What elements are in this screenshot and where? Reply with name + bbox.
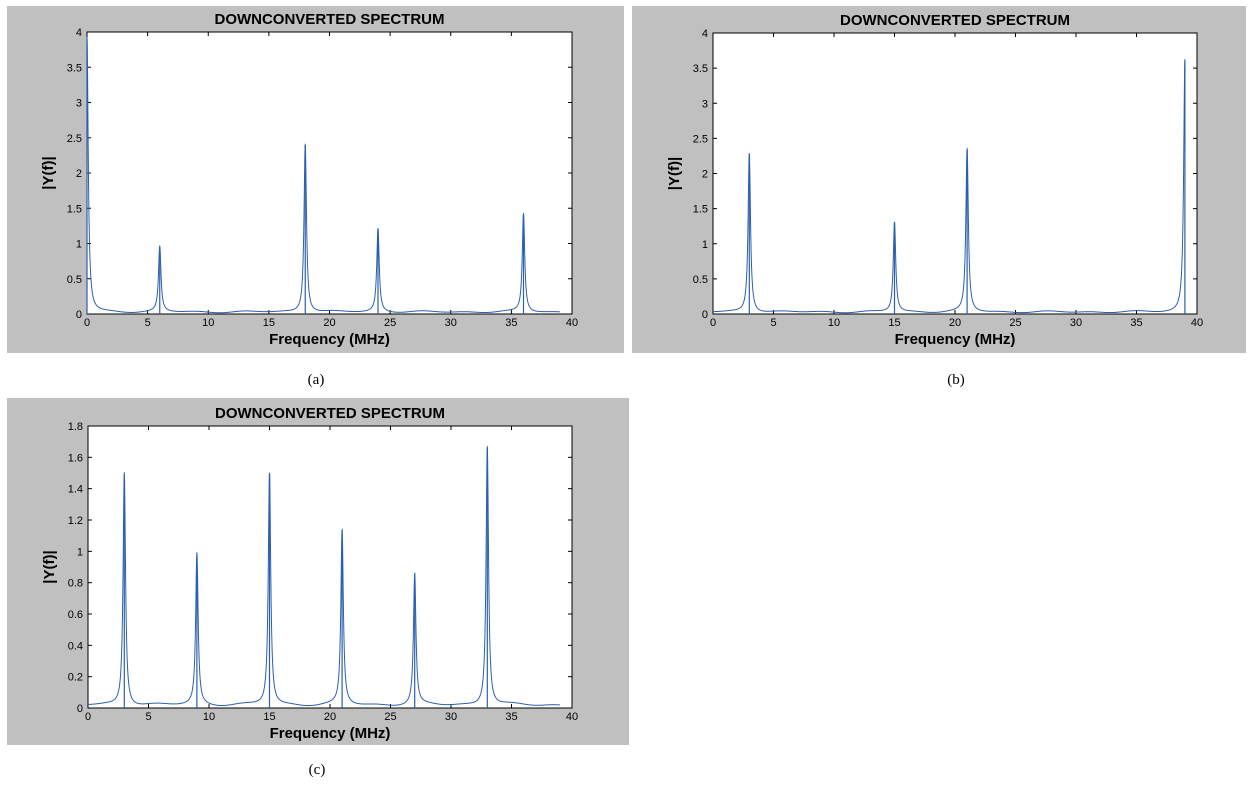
chart-title: DOWNCONVERTED SPECTRUM xyxy=(840,12,1070,29)
y-tick-label: 0 xyxy=(702,309,708,321)
y-tick-label: 3 xyxy=(76,98,82,110)
x-axis-label: Frequency (MHz) xyxy=(269,331,390,348)
x-tick-label: 25 xyxy=(384,711,396,723)
y-tick-label: 0.5 xyxy=(693,274,708,286)
plot-area xyxy=(86,31,573,315)
caption-b: (b) xyxy=(947,372,965,388)
x-tick-label: 5 xyxy=(145,317,151,329)
caption-a: (a) xyxy=(307,372,325,388)
x-tick-label: 30 xyxy=(1070,317,1082,329)
y-tick-label: 0 xyxy=(77,703,83,715)
x-tick-label: 25 xyxy=(384,317,396,329)
x-tick-label: 15 xyxy=(263,317,275,329)
y-tick-label: 2.5 xyxy=(693,133,708,145)
x-tick-label: 30 xyxy=(445,317,457,329)
y-tick-label: 1.5 xyxy=(693,204,708,216)
x-tick-label: 35 xyxy=(505,711,517,723)
y-tick-label: 3.5 xyxy=(693,63,708,75)
chart-title: DOWNCONVERTED SPECTRUM xyxy=(215,405,445,422)
x-tick-label: 10 xyxy=(828,317,840,329)
x-tick-label: 10 xyxy=(202,317,214,329)
x-tick-label: 5 xyxy=(145,711,151,723)
chart-panel-b: DOWNCONVERTED SPECTRUM 0 5 10 15 20 25 30 35 40 0 0… xyxy=(632,6,1246,353)
y-tick-label: 1.2 xyxy=(68,515,83,527)
caption-c: (c) xyxy=(308,762,326,778)
y-tick-label: 1 xyxy=(702,239,708,251)
x-tick-label: 15 xyxy=(263,711,275,723)
y-tick-label: 2 xyxy=(76,168,82,180)
y-tick-label: 1 xyxy=(77,546,83,558)
x-axis-label: Frequency (MHz) xyxy=(895,331,1016,348)
chart-a-svg: DOWNCONVERTED SPECTRUM 0 5 10 15 20 25 30 35 40 0 0… xyxy=(40,11,578,348)
y-axis-label: |Y(f)| xyxy=(40,156,57,189)
y-axis-label: |Y(f)| xyxy=(666,157,683,190)
y-tick-label: 2.5 xyxy=(67,133,82,145)
spectrum-series-line xyxy=(87,446,560,707)
chart-b-svg: DOWNCONVERTED SPECTRUM 0 5 10 15 20 25 30 35 40 0 0… xyxy=(666,12,1203,348)
chart-panel-c: DOWNCONVERTED SPECTRUM 0 5 10 15 20 25 30 35 40 0 0… xyxy=(7,398,629,745)
x-tick-label: 0 xyxy=(84,317,90,329)
x-tick-label: 25 xyxy=(1009,317,1021,329)
y-tick-label: 0.6 xyxy=(68,609,83,621)
y-tick-label: 1 xyxy=(76,239,82,251)
x-tick-label: 40 xyxy=(1191,317,1203,329)
y-tick-label: 3 xyxy=(702,98,708,110)
y-tick-label: 3.5 xyxy=(67,62,82,74)
spectrum-series-line xyxy=(713,59,1186,314)
x-tick-label: 0 xyxy=(710,317,716,329)
spectrum-series-line xyxy=(86,36,560,314)
chart-title: DOWNCONVERTED SPECTRUM xyxy=(214,11,444,28)
y-tick-label: 0.5 xyxy=(67,274,82,286)
x-axis-label: Frequency (MHz) xyxy=(270,725,391,742)
x-tick-label: 35 xyxy=(505,317,517,329)
x-tick-label: 10 xyxy=(203,711,215,723)
y-tick-label: 4 xyxy=(702,28,708,40)
y-tick-label: 4 xyxy=(76,27,82,39)
x-tick-label: 35 xyxy=(1130,317,1142,329)
x-tick-label: 20 xyxy=(324,711,336,723)
x-tick-label: 0 xyxy=(85,711,91,723)
x-tick-label: 40 xyxy=(566,711,578,723)
plot-area xyxy=(712,32,1198,315)
x-tick-label: 20 xyxy=(949,317,961,329)
x-tick-label: 40 xyxy=(566,317,578,329)
y-tick-label: 1.4 xyxy=(68,484,83,496)
x-tick-label: 30 xyxy=(445,711,457,723)
y-tick-label: 0.8 xyxy=(68,578,83,590)
y-tick-label: 0 xyxy=(76,309,82,321)
x-tick-label: 20 xyxy=(323,317,335,329)
y-tick-label: 1.8 xyxy=(68,421,83,433)
y-tick-label: 0.4 xyxy=(68,640,83,652)
chart-c-svg: DOWNCONVERTED SPECTRUM 0 5 10 15 20 25 30 35 40 0 0… xyxy=(41,405,578,742)
y-tick-label: 2 xyxy=(702,169,708,181)
y-axis-label: |Y(f)| xyxy=(41,550,58,583)
x-tick-label: 15 xyxy=(888,317,900,329)
y-tick-label: 0.2 xyxy=(68,672,83,684)
chart-panel-a: DOWNCONVERTED SPECTRUM 0 5 10 15 20 25 30 35 40 0 0… xyxy=(7,6,624,353)
plot-area xyxy=(87,425,573,709)
y-tick-label: 1.6 xyxy=(68,452,83,464)
y-tick-label: 1.5 xyxy=(67,203,82,215)
x-tick-label: 5 xyxy=(770,317,776,329)
